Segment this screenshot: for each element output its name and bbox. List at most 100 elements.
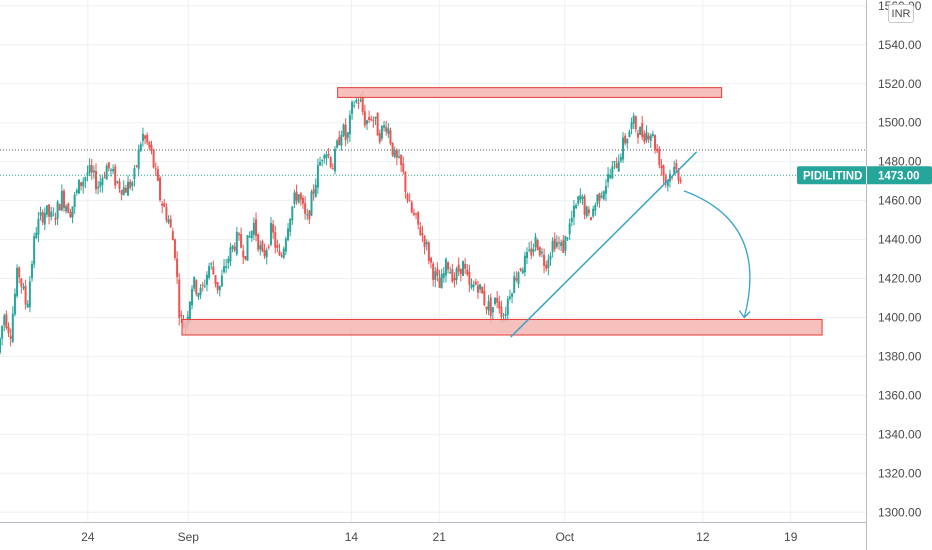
candle-up [397,156,400,158]
candle-up [316,165,319,188]
candle-down [421,233,424,236]
candle-up [28,281,31,308]
candle-down [176,258,179,278]
candle-down [216,282,219,290]
x-tick-label: 14 [345,530,359,544]
candle-up [440,274,443,289]
candle-down [214,275,217,284]
candle-down [54,217,57,220]
candle-up [604,186,607,194]
candle-up [43,212,46,225]
candle-up [188,301,191,321]
candle-down [474,281,477,285]
candle-up [265,250,268,258]
candle-up [223,266,226,272]
x-tick-label: Oct [555,530,574,544]
candle-down [429,257,432,263]
candle-up [585,206,588,217]
candle-down [237,233,240,236]
candle-down [496,297,499,303]
candle-up [205,274,208,285]
candle-up [99,181,102,187]
candle-up [387,128,390,134]
candle-down [391,142,394,156]
candle-up [246,235,249,261]
currency-badge[interactable]: INR [888,4,914,23]
candle-down [173,239,176,259]
candle-down [468,272,471,285]
candle-down [163,203,166,207]
candle-down [161,203,164,206]
candle-down [598,193,601,201]
candle-down [361,97,364,112]
candle-up [39,212,42,216]
candle-up [581,196,584,199]
candle-down [412,212,415,215]
candle-down [485,306,488,310]
candle-down [240,234,243,248]
candle-down [69,212,72,218]
candle-up [127,181,130,196]
candle-down [372,120,375,122]
candle-down [107,162,110,169]
x-tick-label: 24 [81,530,95,544]
candle-down [244,256,247,260]
candle-up [649,135,652,141]
candle-down [154,168,157,170]
candle-up [235,231,238,255]
candle-down [242,250,245,258]
candle-down [519,268,522,271]
y-tick-label: 1540.00 [878,38,922,52]
candle-up [287,228,290,240]
candle-down [459,268,462,275]
candle-down [41,211,44,223]
candle-down [656,148,659,152]
candle-down [654,135,657,150]
candle-down [90,165,93,173]
candle-down [255,219,258,236]
candle-down [662,165,665,177]
candle-down [410,202,413,213]
candle-down [80,182,83,186]
arrow-head [738,310,751,319]
candle-up [461,261,464,276]
candle-down [48,204,51,217]
trendline [510,151,698,338]
candle-down [536,239,539,251]
candle-down [233,246,236,251]
candle-down [634,116,637,130]
candle-down [257,234,260,250]
candle-up [609,175,612,178]
candle-down [24,285,27,305]
candle-down [423,235,426,248]
x-tick-label: Sep [178,530,200,544]
candle-up [0,338,1,353]
candle-up [97,186,100,189]
candle-up [109,169,112,171]
candle-up [208,266,211,278]
candle-up [355,99,358,103]
candle-down [312,189,315,194]
candle-up [523,255,526,273]
candle-up [666,180,669,187]
candle-down [385,126,388,132]
candle-down [171,231,174,241]
annotations [181,87,823,338]
candle-down [481,286,484,294]
candle-up [508,296,511,299]
candle-down [415,213,418,215]
projection-arrow [683,190,751,318]
candle-up [449,271,452,274]
candle-down [276,245,279,248]
candle-down [7,326,10,334]
candle-up [353,105,356,107]
x-tick-label: 12 [696,530,710,544]
candle-down [451,268,454,282]
candle-up [291,206,294,221]
candle-down [274,231,277,248]
candle-up [577,196,580,204]
candle-down [378,133,381,143]
candle-down [280,255,283,257]
candle-up [197,293,200,297]
